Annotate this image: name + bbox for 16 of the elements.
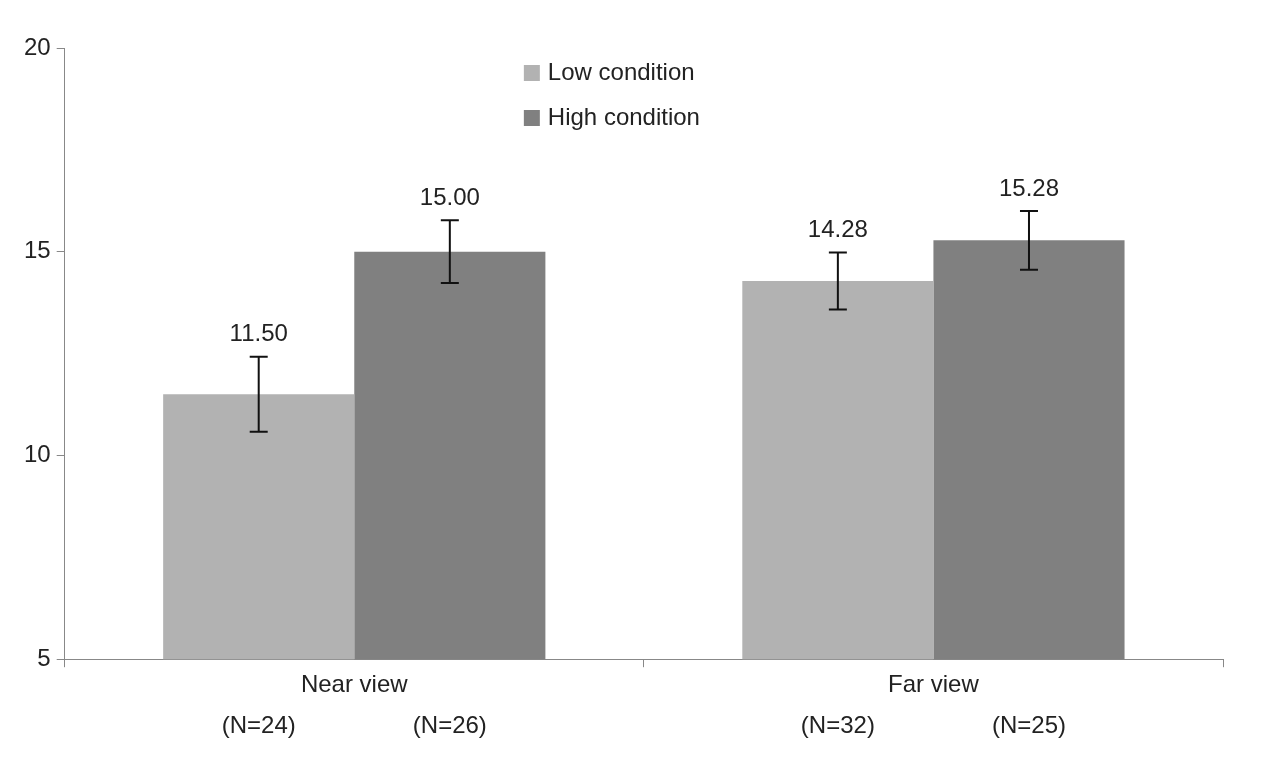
legend-label: Low condition [547,57,695,85]
text: (N=26) [412,710,487,738]
y-tick-label: 10 [23,440,51,468]
data-label: 15.00 [419,182,480,210]
text: (N=32) [800,710,875,738]
data-label: 14.28 [807,215,868,243]
y-tick-label: 20 [23,32,51,60]
x-tick-label: Near view [300,670,409,698]
x-tick-label: Far view [888,670,980,698]
text: (N=24) [221,710,296,738]
data-label: 15.28 [998,173,1060,201]
legend-label: High condition [547,102,700,130]
text: (N=25) [991,710,1066,738]
y-tick-label: 15 [23,236,51,264]
y-tick-label: 5 [37,643,51,671]
data-label: 11.50 [229,319,288,347]
